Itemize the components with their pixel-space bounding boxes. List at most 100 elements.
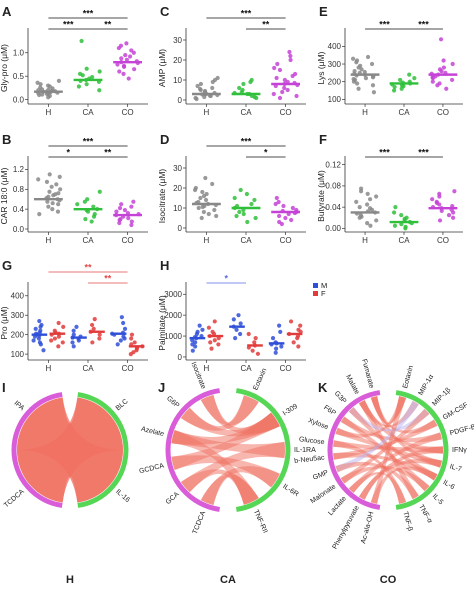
data-point — [355, 81, 360, 86]
data-point — [231, 317, 236, 322]
data-point — [38, 85, 43, 90]
data-point — [365, 54, 371, 60]
data-point — [365, 202, 370, 207]
y-tick-label: 0.12 — [325, 160, 341, 169]
data-point — [437, 218, 443, 223]
data-point — [92, 212, 97, 217]
data-point — [47, 189, 52, 194]
data-point — [392, 223, 398, 228]
significance-label: ** — [262, 20, 270, 30]
x-tick-label: CO — [280, 364, 292, 373]
y-axis-label: Gly-pro (μM) — [0, 44, 9, 92]
chord-panel-j: JCAIsocitrateG6PAzelateGCDCAGCATCDCAEota… — [139, 361, 317, 586]
x-tick-label: CA — [82, 236, 94, 245]
chord-label: TNF-RII — [252, 509, 269, 535]
data-point — [288, 53, 293, 59]
y-tick-label: 30 — [173, 164, 182, 173]
data-point — [60, 340, 65, 345]
data-point — [193, 95, 198, 101]
data-point — [241, 81, 246, 87]
data-point — [274, 195, 279, 201]
data-point — [44, 179, 50, 184]
chord-label: G3P — [333, 390, 348, 405]
y-tick-label: 0.0 — [13, 225, 25, 234]
data-point — [252, 340, 257, 345]
chord-label: Eotaxin — [252, 367, 268, 391]
y-tick-label: 20 — [173, 56, 182, 65]
data-point — [85, 197, 90, 202]
data-point — [119, 315, 124, 320]
y-tick-label: 200 — [328, 77, 342, 86]
data-point — [49, 338, 54, 343]
data-point — [391, 210, 397, 215]
x-tick-label: CO — [437, 236, 449, 245]
data-point — [278, 329, 283, 334]
chord-arc-left — [165, 388, 221, 512]
data-point — [293, 71, 298, 77]
data-point — [393, 205, 398, 210]
panel-letter: D — [160, 132, 169, 147]
chord-arc-right — [77, 392, 129, 508]
data-point — [129, 204, 134, 209]
data-point — [238, 187, 243, 193]
y-tick-label: 20 — [173, 184, 182, 193]
chord-diagrams: IHIPATCDCABLCIL-16JCAIsocitrateG6PAzelat… — [2, 358, 474, 586]
chord-label: IPA — [13, 400, 26, 413]
data-point — [118, 338, 123, 343]
chord-ribbon — [340, 465, 430, 492]
chord-panel-i: I H IPA TCDCA BLC IL-16 — [2, 380, 131, 586]
data-point — [444, 86, 449, 91]
panel-h: H 0 1000 2000 3000 H CA CO Palmitate (μM) * — [157, 258, 306, 373]
data-point — [37, 318, 42, 324]
data-point — [287, 49, 292, 55]
data-point — [199, 215, 204, 221]
data-point — [210, 85, 215, 91]
data-point — [36, 177, 41, 182]
data-point — [277, 323, 282, 328]
y-tick-label: 30 — [173, 36, 182, 45]
data-point — [84, 82, 89, 87]
data-point — [253, 336, 258, 341]
data-point — [83, 216, 88, 222]
y-tick-label: 100 — [328, 95, 342, 104]
data-point — [434, 199, 439, 204]
panel-e: E 100 200 300 400 H CA CO Lys (μM) *** *** — [316, 4, 463, 117]
data-point — [132, 67, 137, 72]
chord-ribbon — [180, 441, 285, 493]
y-tick-label: 100 — [11, 350, 25, 359]
chord-label: G6P — [165, 395, 180, 410]
data-point — [131, 350, 136, 355]
data-point — [237, 85, 242, 91]
chord-label: Malonate — [309, 483, 337, 505]
significance-label: ** — [104, 20, 112, 30]
data-point — [357, 205, 362, 210]
data-point — [70, 340, 75, 345]
x-tick-label: CA — [82, 108, 94, 117]
data-point — [282, 85, 287, 91]
data-point — [238, 321, 243, 326]
data-point — [291, 340, 296, 345]
data-point — [200, 327, 205, 332]
chord-label: TNF-β — [401, 511, 413, 532]
data-point — [249, 77, 254, 83]
data-point — [46, 204, 51, 209]
data-point — [437, 67, 443, 72]
chord-label: BLC — [115, 398, 130, 412]
data-point — [272, 65, 277, 71]
data-point — [214, 213, 219, 219]
data-point — [236, 313, 241, 318]
data-point — [119, 56, 124, 61]
x-tick-label: CO — [280, 236, 292, 245]
data-point — [201, 209, 206, 215]
data-point — [117, 69, 122, 74]
x-tick-label: CO — [122, 108, 134, 117]
panel-letter: E — [319, 4, 328, 19]
significance-label: * — [66, 148, 70, 158]
data-point — [97, 88, 102, 93]
data-point — [363, 76, 369, 81]
significance-label: *** — [379, 20, 390, 30]
data-point — [71, 344, 76, 349]
group-label: CA — [220, 574, 236, 586]
